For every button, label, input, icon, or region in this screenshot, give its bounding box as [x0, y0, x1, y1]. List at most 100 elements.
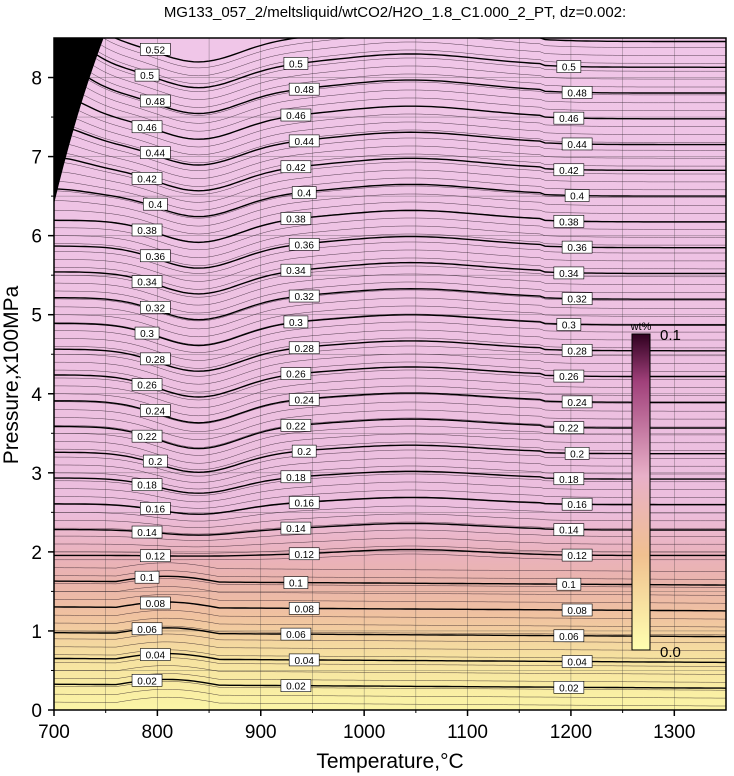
minor-contour-line	[54, 578, 726, 588]
contour-label-box	[288, 653, 320, 667]
minor-contour-line	[54, 289, 726, 322]
contour-label-box	[140, 146, 171, 159]
x-tick-label: 700	[38, 722, 70, 743]
minor-contour-line	[54, 417, 726, 448]
contour-label-text: 0.04	[294, 656, 314, 667]
contour-label-text: 0.42	[559, 166, 579, 177]
minor-contour-line	[54, 46, 726, 100]
contour-label-box	[553, 681, 585, 694]
minor-contour-line	[54, 185, 726, 219]
contour-label-box	[561, 603, 593, 617]
contour-label-text: 0.18	[137, 481, 157, 492]
contour-label-text: 0.48	[567, 88, 587, 99]
contour-label-box	[288, 547, 320, 561]
y-tick-label: 8	[31, 69, 42, 90]
contour-label-box	[140, 596, 171, 610]
contour-label-text: 0.46	[286, 111, 306, 122]
contour-label-text: 0.24	[567, 398, 587, 409]
minor-contour-line	[54, 617, 726, 628]
contour-label-text: 0.36	[567, 243, 587, 254]
contour-line-0.14	[54, 522, 726, 536]
contour-label-text: 0.1	[289, 579, 303, 590]
minor-contour-line	[54, 152, 726, 187]
minor-contour-line	[54, 673, 726, 683]
contour-label-text: 0.16	[567, 500, 587, 511]
y-tick-label: 1	[31, 622, 42, 643]
minor-contour-line	[54, 521, 726, 535]
minor-contour-line	[54, 249, 726, 282]
minor-contour-line	[54, 265, 726, 298]
contour-label-text: 0.08	[146, 599, 166, 610]
contour-label-box	[561, 292, 593, 306]
contour-label-box	[291, 186, 317, 199]
contour-label-text: 0.24	[294, 395, 314, 406]
minor-contour-line	[54, 273, 726, 306]
contour-label-box	[288, 238, 320, 251]
x-tick-label: 900	[245, 722, 277, 743]
contour-label-text: 0.3	[289, 318, 303, 329]
minor-contour-line	[54, 513, 726, 528]
contour-label-text: 0.22	[286, 421, 306, 432]
minor-contour-line	[54, 594, 726, 604]
contour-label-box	[280, 679, 312, 692]
contour-label-text: 0.16	[294, 498, 314, 509]
minor-contour-line	[54, 193, 726, 227]
contour-label-box	[140, 648, 171, 661]
contour-label-box	[134, 326, 160, 340]
plot-frame	[53, 37, 727, 711]
contour-label-box	[553, 629, 585, 643]
y-tick-label: 4	[31, 385, 42, 406]
plot-area: 0.02 0.02 0.02 0.04 0.04 0.04 0.06 0.06 0.06 0.08…	[54, 38, 726, 710]
contour-label-text: 0.22	[559, 424, 579, 435]
x-axis-label: Temperature,°C	[316, 750, 463, 773]
contour-label-box	[280, 470, 312, 484]
x-tick-label: 1000	[343, 722, 385, 743]
contour-label-box	[280, 212, 312, 225]
minor-contour-line	[54, 161, 726, 195]
contour-label-box	[561, 240, 593, 254]
contour-label-text: 0.12	[567, 551, 587, 562]
contour-label-box	[553, 472, 585, 486]
minor-contour-line	[54, 681, 726, 691]
contour-label-text: 0.1	[562, 580, 576, 591]
minor-contour-line	[54, 570, 726, 580]
contour-line-0.42	[54, 156, 726, 192]
contour-label-box	[288, 496, 320, 509]
contour-label-box	[131, 429, 163, 443]
minor-contour-line	[54, 457, 726, 483]
contour-label-text: 0.42	[137, 174, 157, 185]
contour-label-text: 0.26	[286, 370, 306, 381]
contour-line-0.5	[70, 38, 726, 89]
contour-label-box	[553, 266, 585, 280]
minor-contour-line	[54, 313, 726, 345]
minor-contour-line	[54, 481, 726, 503]
contour-label-text: 0.44	[294, 137, 314, 148]
contour-label-text: 0.08	[567, 606, 587, 617]
contour-label-box	[288, 393, 320, 406]
contour-label-box	[140, 301, 171, 314]
contour-label-text: 0.04	[146, 651, 166, 662]
contour-label-box	[553, 369, 585, 383]
contour-label-box	[561, 137, 593, 151]
contour-label-text: 0.32	[294, 292, 314, 303]
saturated-region	[54, 38, 104, 205]
minor-contour-line	[54, 689, 726, 699]
contour-label-text: 0.4	[297, 189, 311, 200]
contour-label-text: 0.28	[146, 355, 166, 366]
x-tick-label: 1200	[550, 722, 592, 743]
minor-contour-line	[54, 241, 726, 274]
contour-label-box	[131, 622, 163, 636]
contour-label-box	[288, 134, 320, 148]
contour-label-box	[561, 343, 593, 357]
colorbar-unit: wt%	[630, 321, 652, 333]
contour-label-text: 0.12	[146, 552, 166, 563]
contour-label-text: 0.02	[137, 676, 157, 687]
contour-label-box	[561, 395, 593, 409]
contour-line-0.06	[54, 627, 726, 638]
y-tick-label: 2	[31, 543, 42, 564]
contour-label-text: 0.4	[570, 192, 584, 203]
minor-contour-line	[54, 625, 726, 636]
contour-label-box	[556, 577, 582, 591]
contour-label-box	[280, 419, 312, 432]
